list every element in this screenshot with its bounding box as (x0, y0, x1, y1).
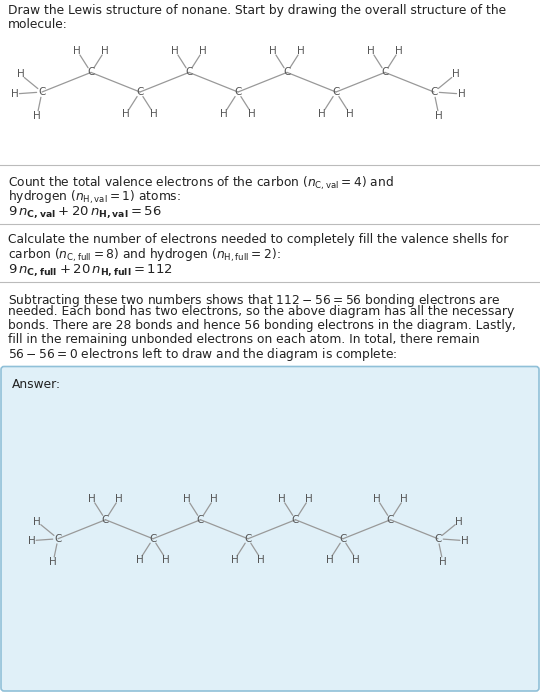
Text: H: H (150, 109, 158, 118)
Text: H: H (439, 556, 447, 567)
Text: C: C (87, 67, 94, 78)
Text: C: C (102, 515, 109, 525)
Text: H: H (248, 109, 255, 118)
Text: H: H (305, 494, 313, 504)
Text: H: H (183, 494, 191, 504)
Text: $9\,n_\mathregular{C,full} + 20\,n_\mathregular{H,full} = 112$: $9\,n_\mathregular{C,full} + 20\,n_\math… (8, 262, 173, 278)
Text: H: H (49, 556, 57, 567)
Text: H: H (395, 46, 403, 56)
Text: H: H (373, 494, 381, 504)
Text: Count the total valence electrons of the carbon ($n_\mathregular{C,val} = 4$) an: Count the total valence electrons of the… (8, 175, 394, 192)
Text: H: H (123, 109, 130, 118)
Text: C: C (150, 534, 157, 544)
Text: carbon ($n_\mathregular{C,full} = 8$) and hydrogen ($n_\mathregular{H,full} = 2$: carbon ($n_\mathregular{C,full} = 8$) an… (8, 247, 281, 264)
Text: H: H (210, 494, 218, 504)
Text: Answer:: Answer: (12, 378, 61, 390)
Text: H: H (136, 555, 144, 565)
Text: H: H (461, 536, 469, 546)
Text: C: C (387, 515, 394, 525)
Text: H: H (28, 536, 35, 546)
Text: C: C (38, 87, 46, 97)
Text: H: H (33, 111, 41, 120)
Text: $56 - 56 = 0$ electrons left to draw and the diagram is complete:: $56 - 56 = 0$ electrons left to draw and… (8, 346, 397, 363)
Text: H: H (451, 69, 460, 80)
Text: hydrogen ($n_\mathregular{H,val} = 1$) atoms:: hydrogen ($n_\mathregular{H,val} = 1$) a… (8, 188, 181, 206)
Text: H: H (101, 46, 109, 56)
Text: H: H (11, 89, 18, 99)
Text: C: C (55, 534, 62, 544)
Text: H: H (455, 517, 463, 527)
Text: H: H (73, 46, 81, 56)
Text: Subtracting these two numbers shows that $112 - 56 = 56$ bonding electrons are: Subtracting these two numbers shows that… (8, 292, 500, 309)
Text: H: H (258, 555, 265, 565)
Text: Draw the Lewis structure of nonane. Start by drawing the overall structure of th: Draw the Lewis structure of nonane. Star… (8, 4, 506, 17)
Text: H: H (33, 517, 41, 527)
Text: H: H (326, 555, 334, 565)
Text: C: C (332, 87, 340, 97)
Text: H: H (319, 109, 326, 118)
Text: C: C (234, 87, 242, 97)
Text: C: C (292, 515, 299, 525)
Text: C: C (185, 67, 193, 78)
Text: H: H (367, 46, 375, 56)
Text: needed. Each bond has two electrons, so the above diagram has all the necessary: needed. Each bond has two electrons, so … (8, 305, 514, 318)
Text: C: C (434, 534, 442, 544)
Text: H: H (199, 46, 207, 56)
Text: $9\,n_\mathregular{C,val} + 20\,n_\mathregular{H,val} = 56$: $9\,n_\mathregular{C,val} + 20\,n_\mathr… (8, 204, 162, 219)
Text: Calculate the number of electrons needed to completely fill the valence shells f: Calculate the number of electrons needed… (8, 233, 508, 246)
Text: bonds. There are 28 bonds and hence 56 bonding electrons in the diagram. Lastly,: bonds. There are 28 bonds and hence 56 b… (8, 319, 516, 332)
Text: C: C (136, 87, 144, 97)
Text: H: H (297, 46, 305, 56)
Text: H: H (353, 555, 360, 565)
Text: H: H (457, 89, 465, 99)
Text: H: H (220, 109, 228, 118)
FancyBboxPatch shape (1, 367, 539, 691)
Text: C: C (284, 67, 291, 78)
Text: molecule:: molecule: (8, 17, 68, 30)
Text: H: H (231, 555, 239, 565)
Text: C: C (339, 534, 347, 544)
Text: H: H (163, 555, 170, 565)
Text: H: H (278, 494, 286, 504)
Text: H: H (346, 109, 354, 118)
Text: C: C (381, 67, 389, 78)
Text: H: H (269, 46, 277, 56)
Text: C: C (430, 87, 438, 97)
Text: H: H (115, 494, 123, 504)
Text: H: H (435, 111, 443, 120)
Text: H: H (17, 69, 24, 80)
Text: C: C (197, 515, 204, 525)
Text: H: H (89, 494, 96, 504)
Text: H: H (400, 494, 408, 504)
Text: fill in the remaining unbonded electrons on each atom. In total, there remain: fill in the remaining unbonded electrons… (8, 332, 480, 345)
Text: C: C (244, 534, 252, 544)
Text: H: H (171, 46, 179, 56)
